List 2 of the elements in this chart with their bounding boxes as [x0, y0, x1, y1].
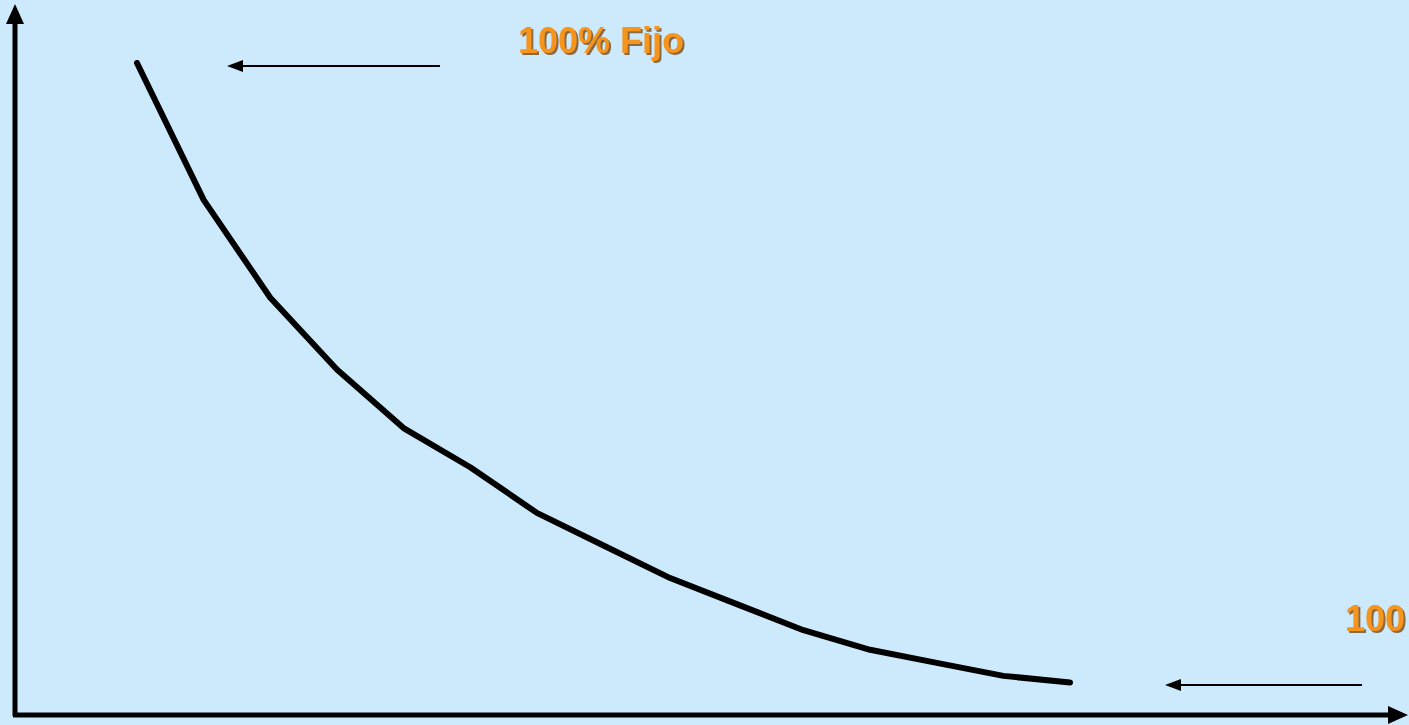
text: 100	[1344, 597, 1406, 639]
text: 100% Fijo	[518, 19, 685, 61]
